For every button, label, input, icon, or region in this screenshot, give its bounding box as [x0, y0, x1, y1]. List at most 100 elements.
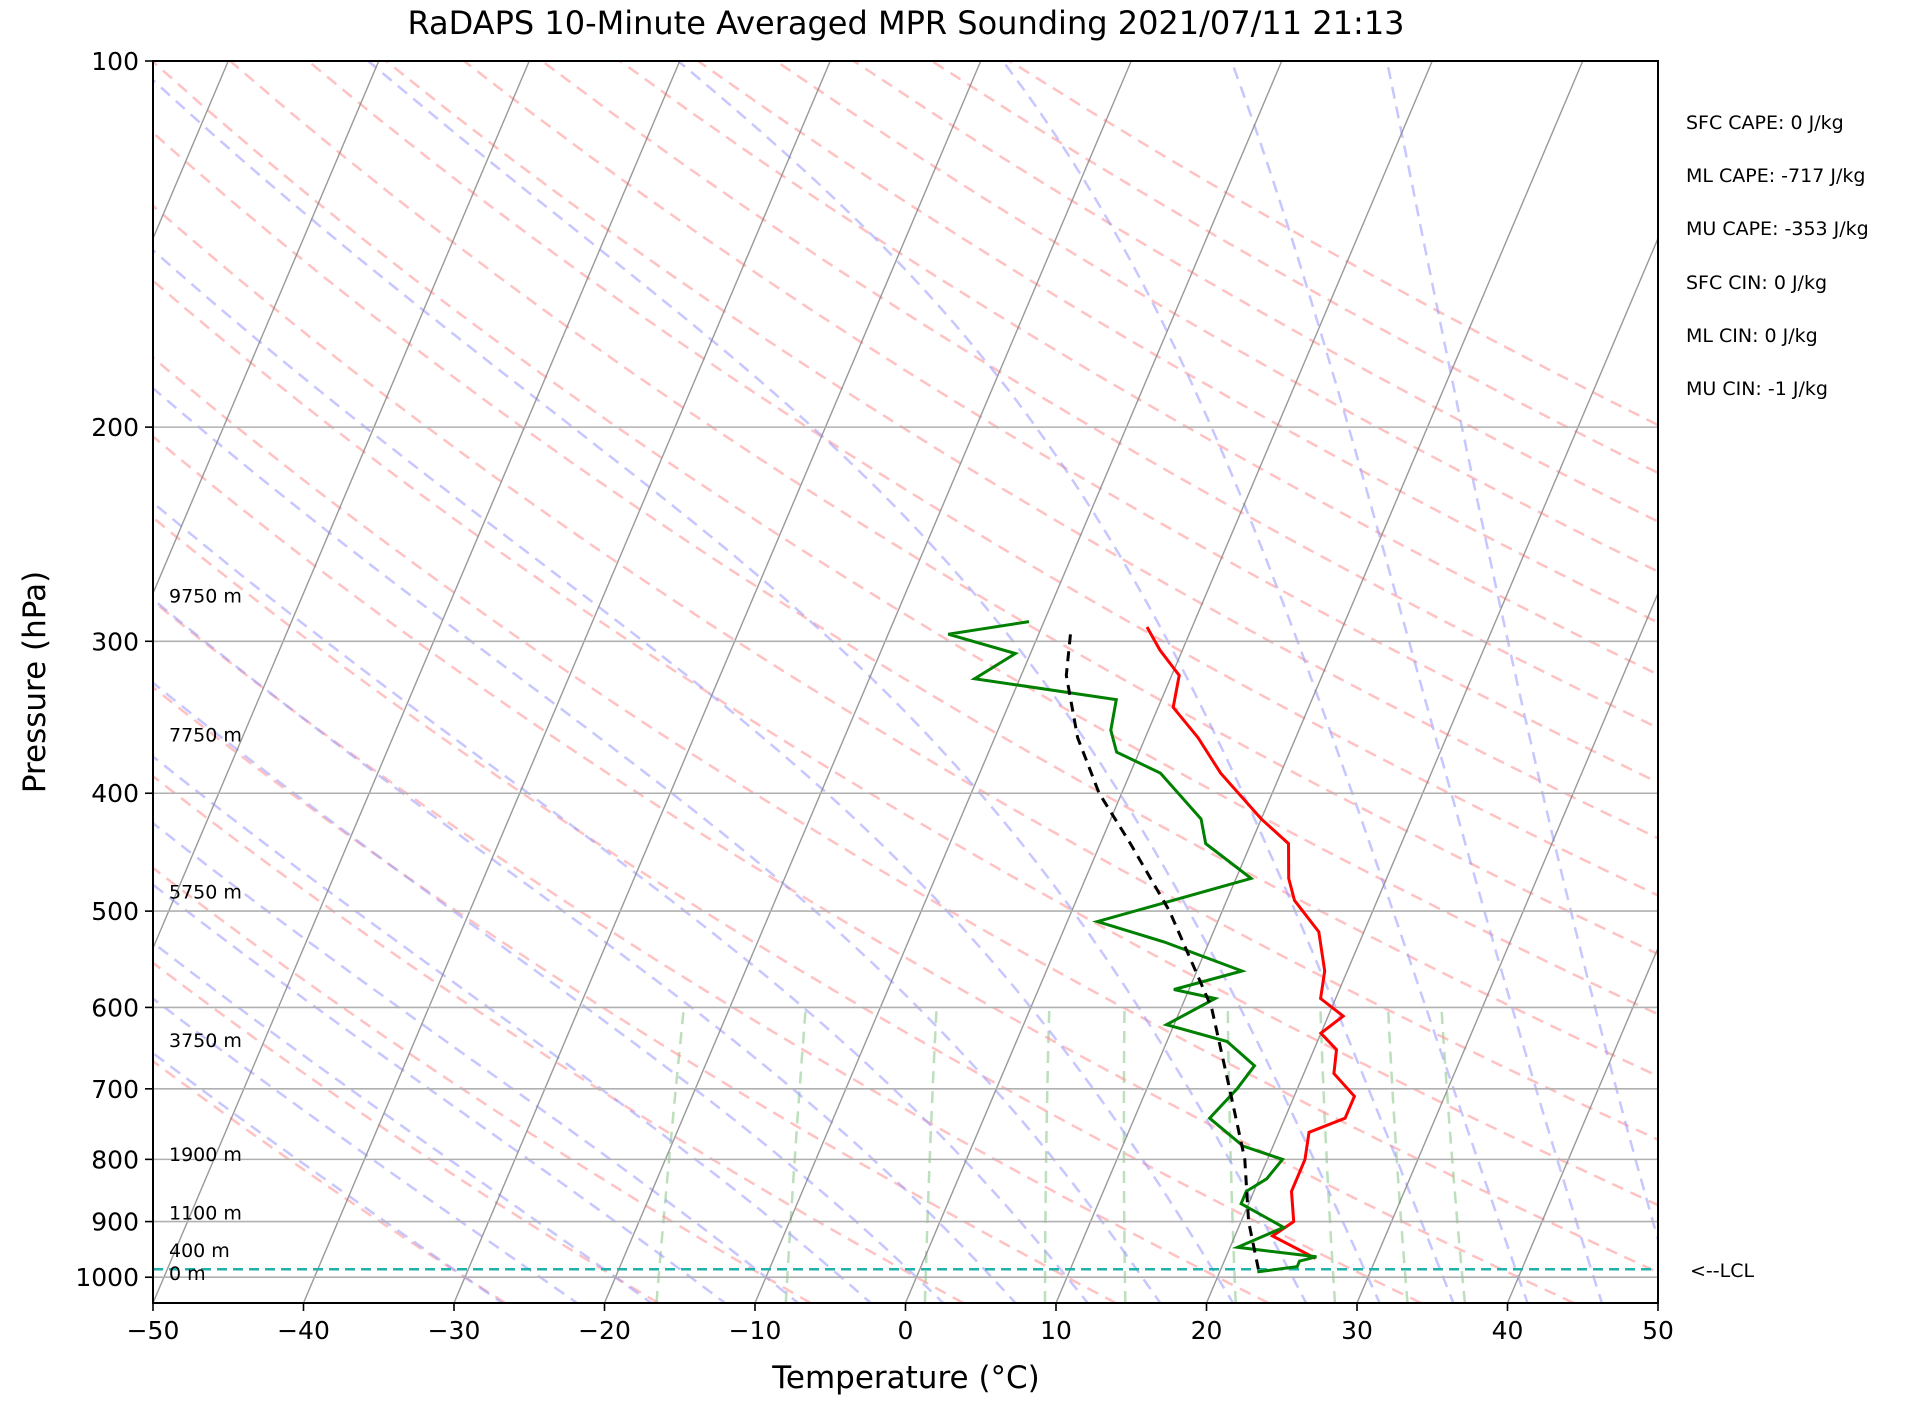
isotherm--40	[302, 61, 831, 1303]
annotation-mu-cape: MU CAPE: -353 J/kg	[1686, 218, 1869, 240]
mixing-ratio-line	[1043, 1007, 1051, 1303]
height-label: 1900 m	[169, 1144, 242, 1166]
isotherm-20	[1205, 236, 1658, 1303]
x-tick-label: −30	[428, 1316, 481, 1345]
moist-adiabat	[677, 61, 1455, 1303]
x-tick-label: −40	[277, 1316, 330, 1345]
height-label: 400 m	[169, 1240, 230, 1262]
dry-adiabat	[153, 961, 659, 1303]
dry-adiabat	[153, 355, 1658, 1274]
moist-adiabat	[1001, 61, 1529, 1303]
temperature-line	[1145, 626, 1357, 1260]
dry-adiabat	[153, 279, 1658, 1207]
annotation-ml-cin: ML CIN: 0 J/kg	[1686, 325, 1818, 347]
annotation-mu-cin: MU CIN: -1 J/kg	[1686, 378, 1828, 400]
dry-adiabat	[153, 204, 1658, 1142]
dry-adiabat	[619, 61, 1658, 676]
annotation-sfc-cin: SFC CIN: 0 J/kg	[1686, 272, 1827, 294]
y-tick-label: 100	[91, 47, 139, 76]
x-tick-label: 10	[1040, 1316, 1072, 1345]
x-tick-label: −10	[729, 1316, 782, 1345]
isotherm--10	[754, 61, 1283, 1303]
mixing-ratio-line	[1386, 1007, 1409, 1303]
dry-adiabat	[307, 61, 1658, 897]
moist-adiabat	[153, 883, 727, 1303]
dry-adiabat	[853, 61, 1658, 524]
parcel-profile-line	[1064, 628, 1260, 1270]
y-tick-label: 200	[91, 413, 139, 442]
mixing-ratio-line	[1319, 1007, 1337, 1303]
y-tick-label: 800	[91, 1145, 139, 1174]
isotherm-10	[1055, 61, 1584, 1303]
isotherm--50	[153, 61, 681, 1303]
moist-adiabat	[153, 754, 873, 1303]
dry-adiabat	[153, 434, 1575, 1303]
cape-cin-annotations: SFC CAPE: 0 J/kg ML CAPE: -717 J/kg MU C…	[1686, 112, 1869, 400]
x-axis-label: Temperature (°C)	[771, 1360, 1040, 1396]
dry-adiabat	[153, 1059, 507, 1303]
y-axis-label: Pressure (hPa)	[17, 571, 53, 793]
isotherm--30	[453, 61, 982, 1303]
y-tick-label: 600	[91, 993, 139, 1022]
dewpoint-line	[947, 620, 1317, 1274]
moist-adiabat	[153, 248, 1235, 1303]
height-label: 1100 m	[169, 1203, 242, 1225]
y-tick-label: 400	[91, 779, 139, 808]
y-tick-label: 700	[91, 1075, 139, 1104]
dry-adiabat	[153, 131, 1658, 1078]
dry-adiabat	[385, 61, 1658, 840]
mixing-ratio-line	[923, 1007, 938, 1303]
annotation-ml-cape: ML CAPE: -717 J/kg	[1686, 165, 1865, 187]
mixing-ratio-line	[655, 1007, 686, 1303]
moist-adiabat	[153, 386, 1162, 1303]
data-lines	[153, 620, 1658, 1274]
dry-adiabat	[1009, 61, 1658, 427]
x-tick-label: 30	[1341, 1316, 1373, 1345]
mixing-ratio-line	[784, 1007, 808, 1303]
height-label: 3750 m	[169, 1030, 242, 1052]
lcl-label: <--LCL	[1690, 1260, 1754, 1282]
moist-adiabat	[153, 997, 580, 1303]
dry-adiabat	[153, 61, 1658, 1016]
dry-adiabat	[229, 61, 1658, 956]
moist-adiabat	[367, 61, 1381, 1303]
height-label: 0 m	[169, 1263, 206, 1285]
dry-adiabat	[775, 61, 1658, 573]
mixing-ratio-line	[1122, 1007, 1127, 1303]
isotherm-0	[904, 61, 1433, 1303]
moist-adiabat	[1385, 61, 1658, 1244]
moist-adiabat	[153, 681, 945, 1303]
height-label: 5750 m	[169, 882, 242, 904]
mixing-ratio-line	[1226, 1007, 1237, 1303]
height-label: 7750 m	[169, 725, 242, 747]
y-axis: 100 200 300 400 500 600 700 800 900 1000	[75, 47, 153, 1292]
isotherm-30	[1356, 591, 1658, 1303]
y-tick-label: 500	[91, 897, 139, 926]
dry-adiabat	[541, 61, 1658, 730]
dry-adiabat	[697, 61, 1658, 624]
moist-adiabat	[1230, 61, 1604, 1303]
isotherm--60	[153, 61, 530, 950]
x-axis: −50 −40 −30 −20 −10 0 10 20 30 40 50	[127, 1303, 1674, 1345]
x-tick-label: −20	[578, 1316, 631, 1345]
moist-adiabat	[153, 78, 1308, 1303]
dry-adiabat	[153, 774, 964, 1303]
isotherm-50	[1657, 1301, 1658, 1303]
y-tick-label: 900	[91, 1208, 139, 1237]
moist-adiabat	[153, 821, 801, 1303]
x-tick-label: −50	[127, 1316, 180, 1345]
isotherm--20	[603, 61, 1132, 1303]
x-tick-label: 40	[1492, 1316, 1524, 1345]
dry-adiabat	[153, 515, 1422, 1303]
isotherm--70	[153, 61, 380, 596]
dry-adiabat	[153, 599, 1269, 1303]
moist-adiabat	[153, 1051, 505, 1303]
y-tick-label: 1000	[75, 1263, 139, 1292]
isotherm-40	[1506, 946, 1658, 1303]
moist-adiabat	[153, 941, 654, 1303]
background-lines	[153, 61, 1658, 1303]
moist-adiabat	[153, 501, 1090, 1303]
dry-adiabat	[463, 61, 1658, 784]
x-tick-label: 0	[898, 1316, 914, 1345]
